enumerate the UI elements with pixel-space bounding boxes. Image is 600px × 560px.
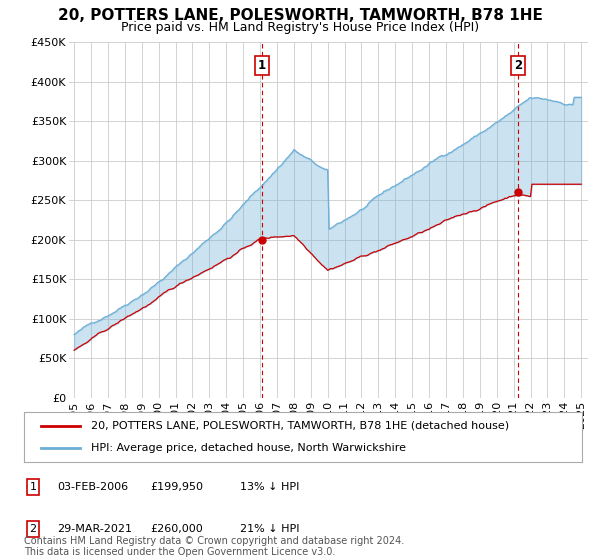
Text: 2: 2 [514,59,522,72]
Text: 21% ↓ HPI: 21% ↓ HPI [240,524,299,534]
Text: Price paid vs. HM Land Registry's House Price Index (HPI): Price paid vs. HM Land Registry's House … [121,21,479,34]
Text: 1: 1 [257,59,266,72]
Text: 29-MAR-2021: 29-MAR-2021 [57,524,132,534]
Text: £199,950: £199,950 [150,482,203,492]
Text: 13% ↓ HPI: 13% ↓ HPI [240,482,299,492]
Text: 2: 2 [29,524,37,534]
Text: £260,000: £260,000 [150,524,203,534]
Text: 20, POTTERS LANE, POLESWORTH, TAMWORTH, B78 1HE (detached house): 20, POTTERS LANE, POLESWORTH, TAMWORTH, … [91,421,509,431]
Text: HPI: Average price, detached house, North Warwickshire: HPI: Average price, detached house, Nort… [91,443,406,453]
Text: 1: 1 [29,482,37,492]
Text: Contains HM Land Registry data © Crown copyright and database right 2024.
This d: Contains HM Land Registry data © Crown c… [24,535,404,557]
Text: 20, POTTERS LANE, POLESWORTH, TAMWORTH, B78 1HE: 20, POTTERS LANE, POLESWORTH, TAMWORTH, … [58,8,542,24]
Text: 03-FEB-2006: 03-FEB-2006 [57,482,128,492]
